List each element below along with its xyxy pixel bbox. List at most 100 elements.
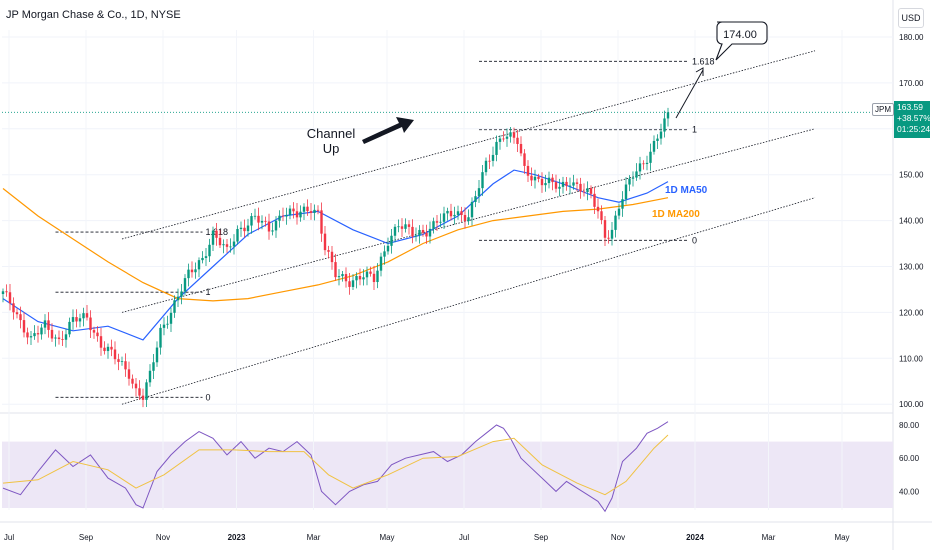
candle-body xyxy=(295,211,299,218)
candle-body xyxy=(75,317,78,322)
candle-body xyxy=(600,211,603,221)
candle-body xyxy=(540,178,544,186)
candle-body xyxy=(547,177,551,184)
currency-button[interactable]: USD xyxy=(898,8,924,28)
candle-body xyxy=(106,346,110,352)
candle-body xyxy=(330,251,334,263)
candle-body xyxy=(397,226,400,228)
candle-body xyxy=(425,232,428,237)
candle-body xyxy=(78,318,82,322)
candle-body xyxy=(365,271,369,278)
target-callout xyxy=(715,21,768,61)
candle-body xyxy=(411,226,414,237)
candle-body xyxy=(274,220,278,231)
candle-body xyxy=(589,188,593,194)
candle-body xyxy=(439,221,442,223)
candle-body xyxy=(383,251,386,257)
candle-body xyxy=(390,235,393,246)
candle-body xyxy=(470,201,474,218)
candle-body xyxy=(201,257,204,261)
candle-body xyxy=(162,324,166,328)
candle-body xyxy=(393,226,397,236)
last-price: 163.59 xyxy=(897,102,923,112)
candle-body xyxy=(519,143,523,154)
candle-body xyxy=(187,269,190,279)
channel-label-line1: Channel xyxy=(307,126,356,141)
candle-body xyxy=(400,226,404,229)
candle-body xyxy=(306,206,309,212)
candle-body xyxy=(642,163,645,165)
fib-right-label: 1 xyxy=(692,125,697,135)
candle-body xyxy=(649,151,652,163)
candle-body xyxy=(113,349,117,360)
candle-body xyxy=(481,172,484,189)
candle-body xyxy=(663,118,666,132)
time-tick-label: Jul xyxy=(459,533,469,542)
time-tick-label: Mar xyxy=(762,533,776,542)
candle-body xyxy=(530,175,533,181)
candle-body xyxy=(19,314,22,321)
candle-body xyxy=(229,246,232,248)
chart-title: JP Morgan Chase & Co., 1D, NYSE xyxy=(6,9,181,21)
candle-body xyxy=(12,303,15,313)
candle-body xyxy=(211,230,215,245)
price-tick-label: 170.00 xyxy=(899,79,924,88)
candle-body xyxy=(610,229,614,239)
time-tick-label: 2023 xyxy=(228,533,246,542)
candle-body xyxy=(586,188,589,193)
candle-body xyxy=(250,216,253,226)
candle-body xyxy=(376,270,379,283)
candle-body xyxy=(145,382,148,400)
candle-body xyxy=(460,211,463,216)
candle-body xyxy=(260,220,264,223)
candle-body xyxy=(278,215,281,221)
time-tick-label: May xyxy=(379,533,394,542)
candle-body xyxy=(218,237,222,246)
candle-body xyxy=(379,256,383,271)
candle-body xyxy=(246,225,250,232)
candle-body xyxy=(498,138,502,142)
candle-body xyxy=(617,208,621,216)
rsi-line xyxy=(2,421,669,513)
candle-body xyxy=(561,181,565,187)
candle-body xyxy=(134,383,138,389)
candle-body xyxy=(99,336,103,348)
time-tick-label: May xyxy=(834,533,849,542)
candle-body xyxy=(414,235,418,237)
candle-body xyxy=(313,209,316,213)
candle-body xyxy=(82,313,85,319)
candle-body xyxy=(551,177,554,183)
candle-body xyxy=(404,224,407,229)
candle-body xyxy=(488,160,491,162)
candle-body xyxy=(645,162,649,164)
time-tick-label: 2024 xyxy=(686,533,704,542)
candle-body xyxy=(484,160,488,173)
fib-left-label: 0 xyxy=(206,392,211,402)
candle-body xyxy=(29,336,33,338)
candle-body xyxy=(621,199,624,209)
candle-body xyxy=(505,136,509,139)
candle-body xyxy=(232,241,236,247)
candle-body xyxy=(666,112,670,119)
candle-body xyxy=(257,215,260,223)
ma200-line xyxy=(2,188,669,302)
candle-body xyxy=(92,330,96,333)
price-change: +38.57% xyxy=(897,113,931,123)
candle-body xyxy=(40,327,43,335)
candle-body xyxy=(526,165,530,176)
fib-left-label: 1 xyxy=(206,287,211,297)
candle-body xyxy=(138,388,141,396)
candle-body xyxy=(61,339,64,340)
candle-body xyxy=(558,186,561,189)
candle-body xyxy=(271,230,274,232)
candle-body xyxy=(463,215,467,222)
candle-body xyxy=(292,208,295,212)
candle-body xyxy=(155,347,159,363)
candle-body xyxy=(197,260,201,270)
candle-body xyxy=(54,337,57,339)
candle-body xyxy=(50,329,54,339)
time-tick-label: Sep xyxy=(534,533,549,542)
candle-body xyxy=(418,229,421,236)
